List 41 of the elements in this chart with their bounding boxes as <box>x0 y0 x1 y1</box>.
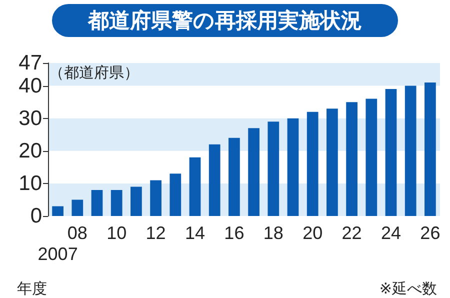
bar <box>306 112 318 216</box>
bar <box>385 89 397 216</box>
bar <box>170 174 182 216</box>
chart-title: 都道府県警の再採用実施状況 <box>87 8 362 32</box>
bar <box>52 206 64 216</box>
y-tick-label: 40 <box>18 74 42 98</box>
bar <box>130 186 142 216</box>
text: ※延べ数 <box>379 280 438 298</box>
bar <box>326 108 338 216</box>
x-tick-label: 08 <box>67 223 88 243</box>
x-tick-label: 18 <box>263 223 284 243</box>
x-tick-label: 26 <box>420 223 440 243</box>
bar <box>366 98 378 216</box>
bar <box>424 82 436 216</box>
x-tick-label: 16 <box>224 223 244 243</box>
x-tick-label: 12 <box>146 223 166 243</box>
bar <box>268 122 280 216</box>
bar <box>404 86 416 216</box>
bar <box>91 190 103 216</box>
x-tick-label: 22 <box>342 223 362 243</box>
bar <box>189 157 201 216</box>
bar <box>228 138 240 216</box>
bar <box>208 144 220 216</box>
y-tick-label: 20 <box>18 139 42 162</box>
bar <box>110 190 122 216</box>
x-axis-title: 年度 <box>17 280 47 298</box>
bar <box>248 128 260 216</box>
y-axis-title: （都道府県） <box>49 64 139 82</box>
y-tick-label: 0 <box>30 204 42 228</box>
x-tick-label: 2007 <box>38 244 78 264</box>
bar <box>150 180 162 216</box>
y-tick-label: 47 <box>18 52 42 74</box>
x-tick-label: 14 <box>184 223 206 243</box>
x-tick-label: 10 <box>106 223 127 243</box>
bar <box>346 102 358 216</box>
x-tick-label: 20 <box>302 223 323 243</box>
x-tick-label: 24 <box>380 223 402 243</box>
bar <box>72 200 84 216</box>
y-tick-label: 10 <box>18 172 42 195</box>
y-tick-label: 30 <box>18 106 42 130</box>
bar <box>287 118 299 216</box>
